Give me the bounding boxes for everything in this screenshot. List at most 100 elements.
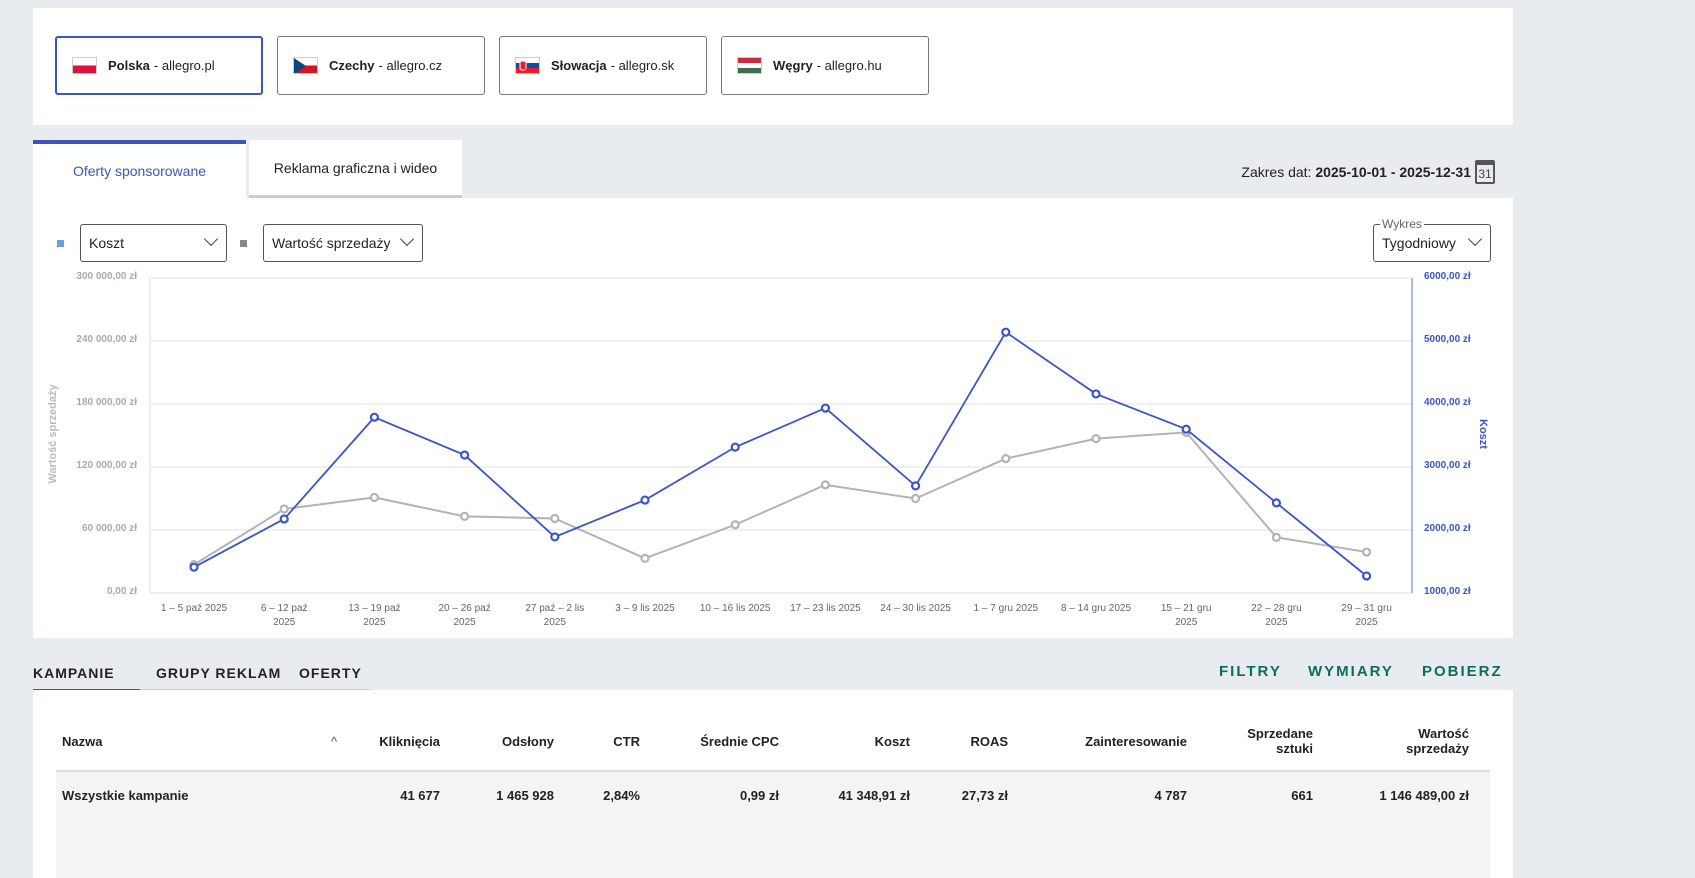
y-right-tick: 5000,00 zł — [1424, 334, 1471, 345]
chart-panel: Koszt Wartość sprzedaży Wykres Tygodniow… — [33, 198, 1513, 638]
cell-srednie-cpc: 0,99 zł — [739, 788, 779, 803]
cost-data-point[interactable] — [1271, 498, 1282, 508]
y-left-tick: 240 000,00 zł — [76, 334, 137, 345]
y-left-tick: 300 000,00 zł — [76, 271, 137, 282]
header-wartosc-sprzedazy[interactable]: Wartość sprzedaży — [1406, 726, 1469, 756]
tab-kampanie[interactable]: KAMPANIE — [33, 665, 115, 681]
header-nazwa[interactable]: Nazwa — [62, 734, 103, 749]
sales-data-point[interactable] — [820, 480, 831, 490]
country-polska[interactable]: Polska - allegro.pl — [55, 36, 263, 95]
x-tick-label: 2025 — [453, 617, 476, 628]
header-srednie-cpc[interactable]: Średnie CPC — [700, 734, 779, 749]
sales-data-point[interactable] — [550, 513, 560, 524]
filters-button[interactable]: FILTRY — [1219, 663, 1282, 680]
campaign-table: Nazwa ^ Kliknięcia Odsłony CTR Średnie CPC K… — [33, 690, 1513, 878]
y-right-tick: 3000,00 zł — [1424, 460, 1471, 471]
header-koszt[interactable]: Koszt — [874, 734, 910, 749]
tab-reklama-graficzna[interactable]: Reklama graficzna i wideo — [249, 140, 462, 198]
sales-data-point[interactable] — [640, 553, 650, 563]
header-klikniecia[interactable]: Kliknięcia — [379, 734, 440, 749]
x-tick-label: 1 – 7 gru 2025 — [973, 603, 1039, 614]
y-left-tick: 60 000,00 zł — [81, 523, 137, 534]
sales-data-point[interactable] — [369, 492, 379, 503]
cell-wartosc-sprzedazy: 1 146 489,00 zł — [1379, 788, 1469, 803]
y-right-tick: 2000,00 zł — [1424, 523, 1471, 534]
x-tick-label: 2025 — [1175, 617, 1198, 628]
x-tick-label: 17 – 23 lis 2025 — [790, 603, 861, 614]
x-tick-label: 1 – 5 paź 2025 — [160, 603, 228, 614]
y-left-label: Wartość sprzedaży — [47, 384, 59, 484]
table-tabs: KAMPANIE GRUPY REKLAM OFERTY — [33, 655, 370, 691]
x-tick-label: 13 – 19 paź — [348, 603, 401, 614]
sales-legend-marker — [240, 240, 247, 247]
calendar-icon[interactable]: 31 — [1475, 160, 1495, 184]
cell-roas: 27,73 zł — [961, 788, 1008, 803]
sales-data-point[interactable] — [279, 504, 289, 514]
cell-zainteresowanie: 4 787 — [1154, 788, 1187, 803]
country-panel: Polska - allegro.pl Czechy - allegro.cz … — [33, 8, 1513, 125]
tab-oferty[interactable]: OFERTY — [299, 665, 362, 681]
row-name: Wszystkie kampanie — [62, 788, 189, 803]
header-odslony[interactable]: Odsłony — [501, 734, 554, 749]
cost-data-point[interactable] — [1091, 389, 1101, 399]
cost-data-point[interactable] — [550, 532, 560, 542]
czech-flag-icon — [293, 57, 318, 74]
cost-data-point[interactable] — [189, 562, 199, 572]
chart-period-select[interactable]: Wykres Tygodniowy — [1373, 217, 1491, 262]
header-zainteresowanie[interactable]: Zainteresowanie — [1085, 734, 1187, 749]
y-right-tick: 1000,00 zł — [1424, 586, 1471, 597]
cell-ctr: 2,84% — [603, 788, 640, 803]
cost-data-point[interactable] — [640, 495, 650, 505]
cost-data-point[interactable] — [1001, 327, 1011, 337]
sort-ascending-icon[interactable]: ^ — [331, 734, 338, 749]
cost-data-point[interactable] — [369, 412, 379, 422]
sales-data-point[interactable] — [460, 511, 470, 521]
download-button[interactable]: POBIERZ — [1422, 663, 1503, 680]
sales-data-point[interactable] — [1091, 434, 1101, 444]
cost-legend-marker — [57, 240, 64, 247]
metric2-select[interactable]: Wartość sprzedaży — [263, 224, 423, 262]
header-ctr[interactable]: CTR — [613, 734, 640, 749]
x-tick-label: 2025 — [1265, 617, 1288, 628]
tab-oferty-sponsorowane[interactable]: Oferty sponsorowane — [33, 140, 246, 198]
dimensions-button[interactable]: WYMIARY — [1308, 663, 1394, 680]
sales-data-point[interactable] — [1271, 532, 1282, 542]
cost-data-point[interactable] — [730, 442, 740, 452]
cell-koszt: 41 348,91 zł — [838, 788, 910, 803]
sales-data-point[interactable] — [730, 520, 740, 530]
tab-grupy-reklam[interactable]: GRUPY REKLAM — [156, 665, 282, 681]
y-right-label: Koszt — [1477, 419, 1489, 449]
line-chart — [149, 277, 1413, 594]
y-left-tick: 120 000,00 zł — [76, 460, 137, 471]
cell-odslony: 1 465 928 — [496, 788, 554, 803]
cost-data-point[interactable] — [1181, 424, 1191, 434]
cost-data-point[interactable] — [820, 403, 831, 413]
date-range[interactable]: Zakres dat: 2025-10-01 - 2025-12-31 31 — [1241, 160, 1495, 184]
y-right-tick: 4000,00 zł — [1424, 397, 1471, 408]
cost-data-point[interactable] — [1361, 571, 1372, 581]
hungary-flag-icon — [737, 57, 762, 74]
x-tick-label: 3 – 9 lis 2025 — [615, 603, 675, 614]
header-sprzedane-sztuki[interactable]: Sprzedane sztuki — [1247, 726, 1313, 756]
header-roas[interactable]: ROAS — [970, 734, 1008, 749]
cost-data-point[interactable] — [460, 450, 470, 460]
x-tick-label: 27 paź – 2 lis — [525, 603, 585, 614]
x-tick-label: 2025 — [543, 617, 566, 628]
metric1-select[interactable]: Koszt — [80, 224, 227, 262]
x-tick-label: 15 – 21 gru — [1160, 603, 1212, 614]
x-tick-label: 8 – 14 gru 2025 — [1060, 603, 1132, 614]
country-wegry[interactable]: Węgry - allegro.hu — [721, 36, 929, 95]
sales-data-point[interactable] — [910, 493, 921, 504]
x-tick-label: 6 – 12 paź — [260, 603, 308, 614]
cost-data-point[interactable] — [910, 481, 921, 491]
x-tick-label: 24 – 30 lis 2025 — [880, 603, 951, 614]
country-slowacja[interactable]: Słowacja - allegro.sk — [499, 36, 707, 95]
sales-series-line — [193, 431, 1367, 566]
country-czechy[interactable]: Czechy - allegro.cz — [277, 36, 485, 95]
cost-data-point[interactable] — [279, 514, 289, 524]
x-tick-label: 29 – 31 gru — [1341, 603, 1392, 614]
x-tick-label: 20 – 26 paź — [438, 603, 491, 614]
sales-data-point[interactable] — [1361, 547, 1372, 557]
sales-data-point[interactable] — [1001, 454, 1011, 464]
y-right-tick: 6000,00 zł — [1424, 271, 1471, 282]
